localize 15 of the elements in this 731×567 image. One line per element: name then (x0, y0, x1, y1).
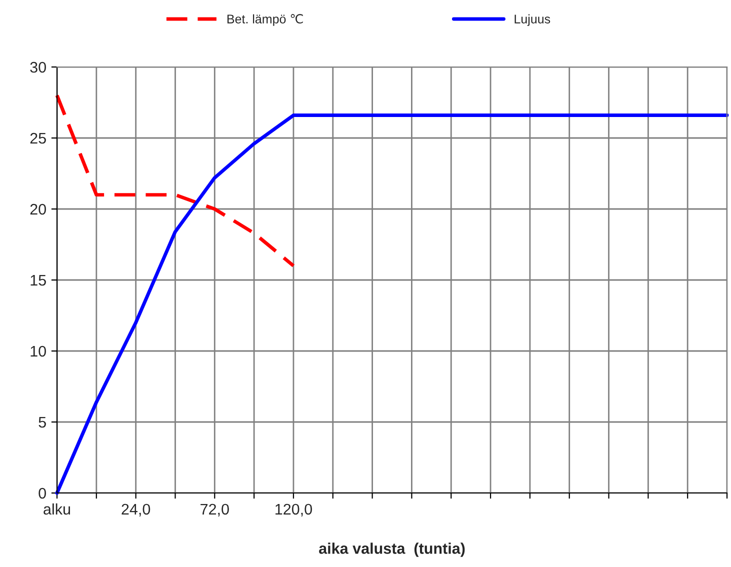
y-tick-label: 0 (38, 488, 46, 499)
x-tick-label: 72,0 (200, 504, 229, 516)
y-tick-label: 20 (30, 204, 46, 215)
x-axis-title: aika valusta (tuntia) (319, 542, 465, 557)
y-tick-label: 30 (30, 62, 46, 73)
legend-label: Lujuus (514, 14, 550, 26)
x-tick-label: alku (44, 503, 70, 515)
y-tick-label: 10 (30, 346, 46, 357)
x-tick-label: 24,0 (122, 504, 150, 516)
y-tick-label: 25 (30, 132, 46, 144)
y-tick-label: 15 (30, 275, 46, 286)
legend-label: Bet. lämpö ℃ (227, 14, 303, 26)
line-series (55, 94, 296, 268)
x-tick-label: 120,0 (276, 504, 312, 516)
y-tick-label: 5 (38, 417, 46, 428)
